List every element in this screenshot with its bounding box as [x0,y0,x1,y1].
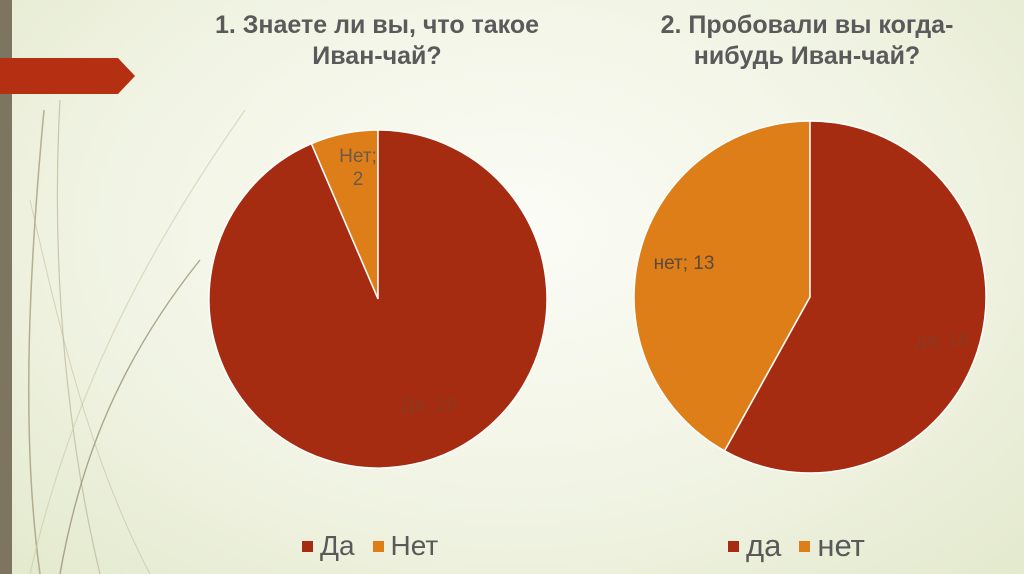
pie2-data-label-0: да; 18 [915,330,968,351]
legend-item-da-2: да [728,528,781,564]
chart-1-title: 1. Знаете ли вы, что такое Иван-чай? [214,11,540,70]
left-decor-bar [0,0,12,574]
pie2-slice-0 [723,120,987,474]
legend-label-da-2: да [746,528,782,563]
pie2-data-label-1: нет; 13 [654,253,715,274]
legend-item-net: Нет [372,530,439,562]
chart-2-title: 2. Пробовали вы когда-нибудь Иван-чай? [660,11,954,70]
legend-chart-1: Да Нет [302,530,456,562]
legend-label-net: Нет [390,530,439,561]
legend-swatch-da [302,540,313,552]
pie-chart-2: нет; 13 да; 18 [633,120,987,474]
legend-swatch-net [372,540,384,552]
legend-label-da: Да [320,530,355,561]
pie2-slice-1 [633,120,811,452]
legend-item-net-2: нет [799,528,865,564]
legend-swatch-net-2 [799,540,811,552]
arrow-marker [0,58,135,94]
legend-chart-2: да нет [728,528,883,564]
pie-chart-1: Нет; 2 Да; 29 [208,129,548,469]
legend-label-net-2: нет [817,528,865,563]
legend-item-da: Да [302,530,355,562]
pie1-data-label-0: Да; 29 [401,395,456,416]
pie1-data-label-1: Нет; 2 [339,146,377,190]
pie1-slice-0 [208,129,548,469]
legend-swatch-da-2 [728,540,739,552]
decorative-grass [27,99,246,574]
